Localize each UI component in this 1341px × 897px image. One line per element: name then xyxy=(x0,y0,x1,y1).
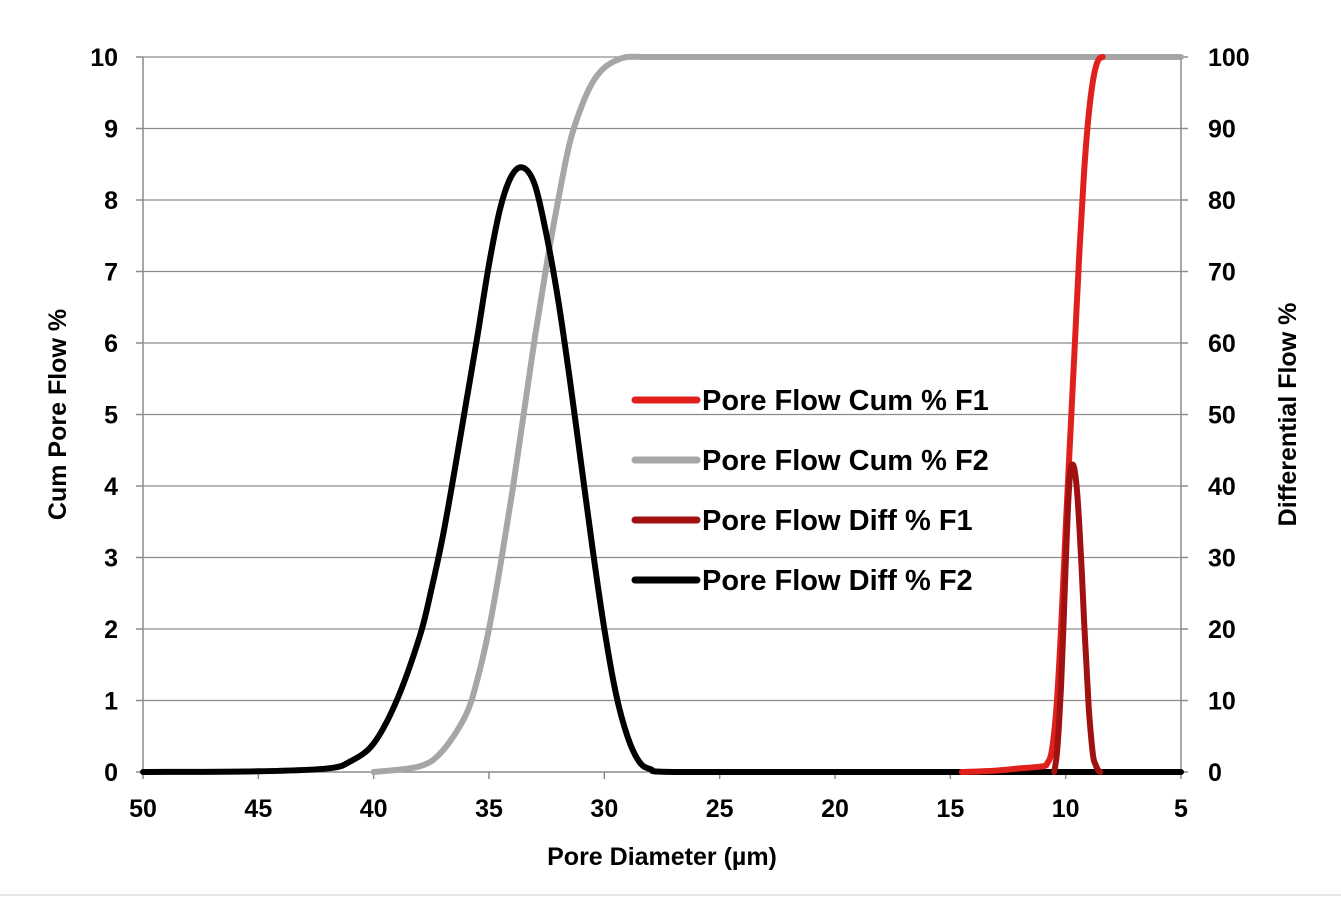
left-y-tick-label: 3 xyxy=(104,545,118,573)
x-tick-label: 5 xyxy=(1174,795,1188,823)
x-axis-title: Pore Diameter (µm) xyxy=(547,843,777,871)
legend-label: Pore Flow Diff % F1 xyxy=(702,505,973,537)
right-y-tick-label: 40 xyxy=(1208,473,1236,501)
x-tick-label: 15 xyxy=(936,795,964,823)
right-y-tick-label: 0 xyxy=(1208,759,1222,787)
left-y-tick-label: 0 xyxy=(104,759,118,787)
x-tick-label: 10 xyxy=(1052,795,1080,823)
left-y-tick-label: 8 xyxy=(104,187,118,215)
right-y-tick-label: 90 xyxy=(1208,116,1236,144)
right-y-tick-label: 10 xyxy=(1208,688,1236,716)
right-y-axis-title: Differential Flow % xyxy=(1274,303,1302,527)
x-tick-label: 40 xyxy=(360,795,388,823)
x-tick-label: 35 xyxy=(475,795,503,823)
left-y-tick-label: 7 xyxy=(104,259,118,287)
right-y-tick-label: 30 xyxy=(1208,545,1236,573)
right-y-tick-label: 80 xyxy=(1208,187,1236,215)
right-y-tick-label: 100 xyxy=(1208,44,1250,72)
gridlines xyxy=(143,56,1181,702)
series-line-pore-flow-diff-f2 xyxy=(140,164,1184,776)
legend-label: Pore Flow Cum % F1 xyxy=(702,385,989,417)
series-line-pore-flow-diff-f1 xyxy=(1051,461,1104,775)
left-y-axis-title: Cum Pore Flow % xyxy=(44,309,72,520)
x-tick-label: 20 xyxy=(821,795,849,823)
legend: Pore Flow Cum % F1 Pore Flow Cum % F2 Pore… xyxy=(631,385,989,597)
series-line-pore-flow-cum-f2 xyxy=(370,53,1184,775)
left-y-tick-label: 9 xyxy=(104,116,118,144)
left-y-tick-label: 6 xyxy=(104,330,118,358)
right-y-tick-label: 70 xyxy=(1208,259,1236,287)
left-y-tick-label: 2 xyxy=(104,616,118,644)
x-tick-label: 25 xyxy=(706,795,734,823)
x-tick-label: 45 xyxy=(244,795,272,823)
x-tick-label: 50 xyxy=(129,795,157,823)
left-y-tick-label: 1 xyxy=(104,688,118,716)
right-y-tick-label: 50 xyxy=(1208,402,1236,430)
left-y-tick-label: 10 xyxy=(90,44,118,72)
legend-label: Pore Flow Diff % F2 xyxy=(702,565,973,597)
left-y-tick-label: 4 xyxy=(104,473,118,501)
right-y-tick-label: 60 xyxy=(1208,330,1236,358)
series-lines xyxy=(140,53,1184,776)
right-y-tick-label: 20 xyxy=(1208,616,1236,644)
legend-label: Pore Flow Cum % F2 xyxy=(702,445,989,477)
left-y-tick-label: 5 xyxy=(104,402,118,430)
x-tick-label: 30 xyxy=(590,795,618,823)
tick-labels: 50 45 40 35 30 25 20 15 10 5012345678910010203040… xyxy=(90,44,1250,823)
